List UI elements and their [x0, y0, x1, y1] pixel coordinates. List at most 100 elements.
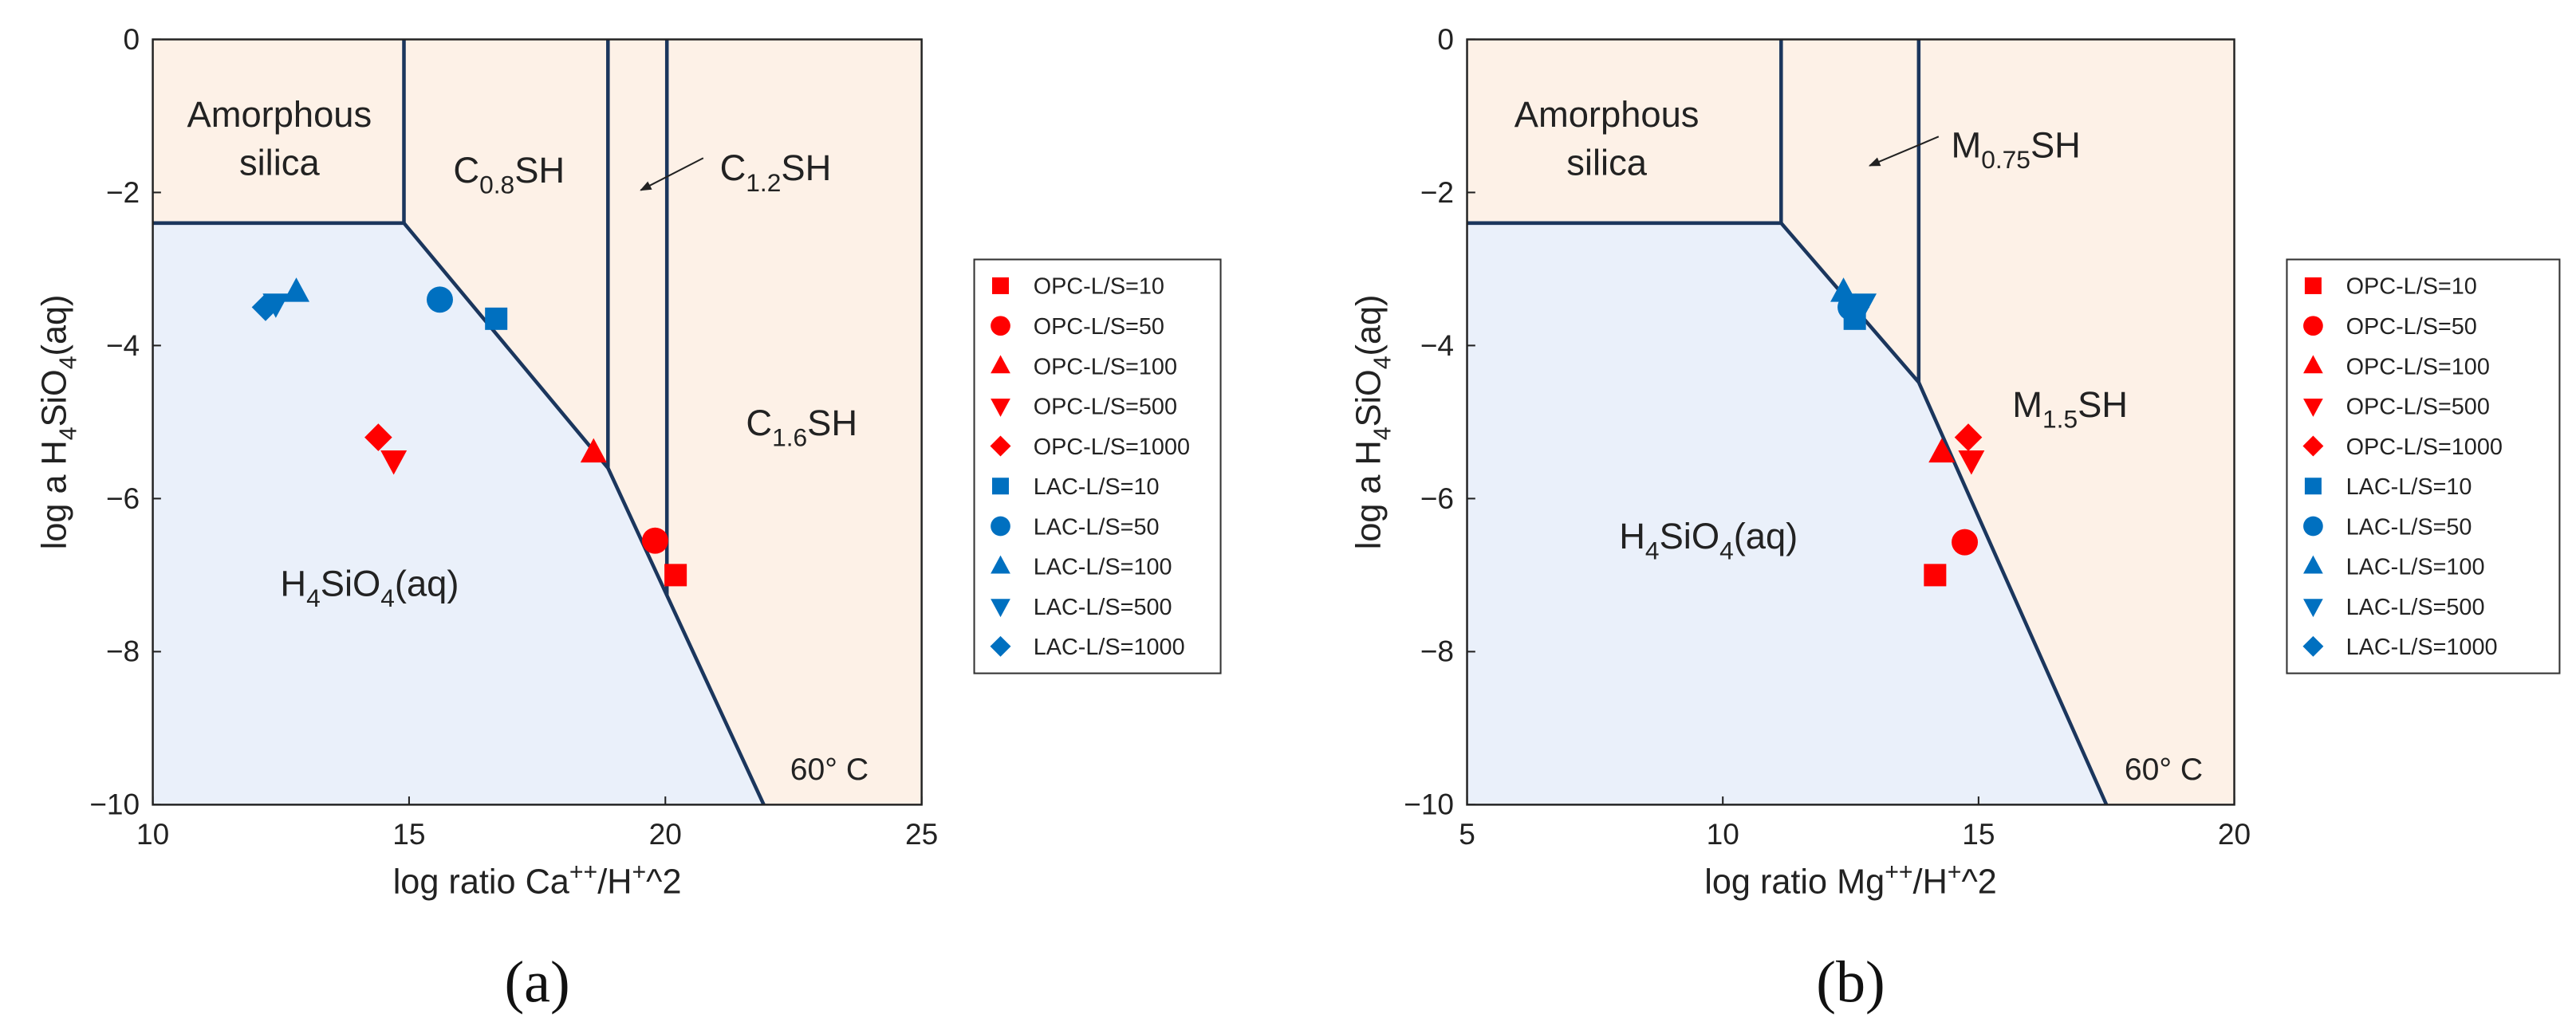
- y-axis-label-part: SiO: [1349, 369, 1388, 427]
- x-axis-label: log ratio Ca++/H+^2: [393, 859, 682, 901]
- data-point: [1924, 564, 1947, 587]
- region-label-part: M: [1951, 124, 1981, 165]
- data-point: [664, 564, 687, 587]
- y-tick-label: −2: [106, 175, 140, 209]
- legend-label: LAC-L/S=10: [1034, 474, 1160, 500]
- region-label-part: C: [453, 150, 479, 191]
- annotation-arrow: [640, 157, 704, 191]
- region-label-part: 1.6: [772, 423, 807, 451]
- legend-marker: [2302, 635, 2324, 657]
- legend-box: [973, 258, 1222, 674]
- legend-label: LAC-L/S=100: [2346, 555, 2485, 580]
- region-label: M0.75SH: [1951, 124, 2080, 174]
- caption: (b): [1816, 950, 1885, 1016]
- region-label-part: SH: [2030, 124, 2081, 165]
- y-axis-label-part: 4: [1369, 356, 1396, 369]
- phase-region: [1467, 222, 2107, 805]
- y-tick-label: −4: [106, 328, 140, 362]
- region-label-part: (aq): [395, 563, 459, 603]
- region-label-part: 4: [306, 584, 321, 612]
- region-label-part: silica: [1566, 143, 1647, 183]
- legend-marker: [2303, 355, 2323, 374]
- x-axis-label-part: /H: [597, 863, 632, 902]
- region-label-part: SH: [807, 403, 857, 443]
- y-tick-label: −2: [1420, 175, 1454, 209]
- legend-label: LAC-L/S=10: [2346, 474, 2472, 500]
- data-point: [580, 438, 607, 463]
- region-label: Amorphous: [187, 94, 372, 135]
- region-label-part: 1.5: [2042, 404, 2078, 433]
- data-point: [1928, 438, 1956, 463]
- region-label-part: 4: [1645, 537, 1660, 565]
- y-tick-label: −6: [1420, 482, 1454, 515]
- legend-marker: [2304, 277, 2322, 294]
- y-axis-label-part: SiO: [35, 369, 73, 427]
- legend-marker: [2303, 316, 2323, 336]
- legend-marker: [991, 398, 1010, 417]
- x-axis-label-part: log ratio Ca: [393, 863, 570, 902]
- region-label: H4SiO4(aq): [1619, 516, 1798, 565]
- legend-marker: [991, 555, 1010, 574]
- legend-label: OPC-L/S=1000: [1034, 434, 1190, 460]
- y-tick-label: −8: [106, 635, 140, 668]
- phase-region: [1467, 39, 2235, 805]
- x-tick-label: 10: [1707, 817, 1739, 851]
- legend-label: OPC-L/S=500: [2346, 395, 2490, 420]
- data-point: [251, 293, 280, 321]
- legend-label: OPC-L/S=10: [1034, 274, 1164, 300]
- legend-marker: [991, 316, 1010, 336]
- region-label: silica: [1566, 143, 1647, 183]
- region-label-part: SH: [514, 150, 565, 191]
- x-axis-label-part: ++: [1885, 859, 1912, 885]
- legend-label: OPC-L/S=10: [2346, 274, 2477, 300]
- region-label: silica: [239, 143, 320, 183]
- region-label-part: SH: [2078, 384, 2128, 425]
- y-axis-label-part: (aq): [35, 295, 73, 356]
- x-tick-label: 10: [136, 817, 169, 851]
- phase-region: [152, 222, 764, 805]
- data-point: [641, 527, 668, 554]
- data-point: [485, 307, 508, 330]
- legend-marker: [2303, 555, 2323, 574]
- region-label-part: 4: [380, 584, 395, 612]
- x-axis-label-part: log ratio Mg: [1704, 863, 1885, 902]
- region-label: M1.5SH: [2012, 384, 2128, 434]
- x-axis-label-part: ^2: [646, 863, 681, 902]
- y-tick-label: −10: [1404, 788, 1454, 821]
- region-label-part: 60° C: [790, 753, 869, 787]
- region-label-part: Amorphous: [1514, 94, 1700, 135]
- y-axis-label-part: log a H: [1349, 440, 1388, 549]
- region-label-part: 4: [1719, 537, 1734, 565]
- region-label: 60° C: [790, 753, 869, 787]
- region-label-part: M: [2012, 384, 2042, 425]
- x-axis-label: log ratio Mg++/H+^2: [1704, 859, 1997, 901]
- legend-label: LAC-L/S=500: [2346, 595, 2485, 620]
- x-tick-label: 25: [905, 817, 938, 851]
- region-label: 60° C: [2125, 753, 2203, 787]
- x-axis-label-part: ++: [569, 859, 597, 885]
- region-label-part: C: [746, 403, 772, 443]
- y-tick-label: −6: [106, 482, 140, 515]
- legend-marker: [2302, 435, 2324, 457]
- region-label-part: H: [1619, 516, 1645, 556]
- x-tick-label: 20: [2218, 817, 2251, 851]
- legend-label: LAC-L/S=500: [1034, 595, 1172, 620]
- plot-frame: [1466, 38, 2235, 806]
- region-label: Amorphous: [1514, 94, 1700, 135]
- legend-marker: [2303, 516, 2323, 537]
- x-axis-label-part: ^2: [1961, 863, 1996, 902]
- legend-marker: [992, 277, 1010, 294]
- phase-region: [152, 39, 922, 805]
- legend-label: OPC-L/S=1000: [2346, 434, 2503, 460]
- region-label-part: Amorphous: [187, 94, 372, 135]
- legend-label: OPC-L/S=100: [2346, 354, 2490, 379]
- legend-label: LAC-L/S=100: [1034, 555, 1172, 580]
- region-label: C1.2SH: [720, 147, 832, 197]
- region-label-part: 0.8: [479, 171, 514, 199]
- legend-label: OPC-L/S=50: [2346, 314, 2477, 340]
- legend-box: [2286, 258, 2561, 674]
- region-label-part: H: [280, 563, 306, 603]
- data-point: [380, 450, 408, 475]
